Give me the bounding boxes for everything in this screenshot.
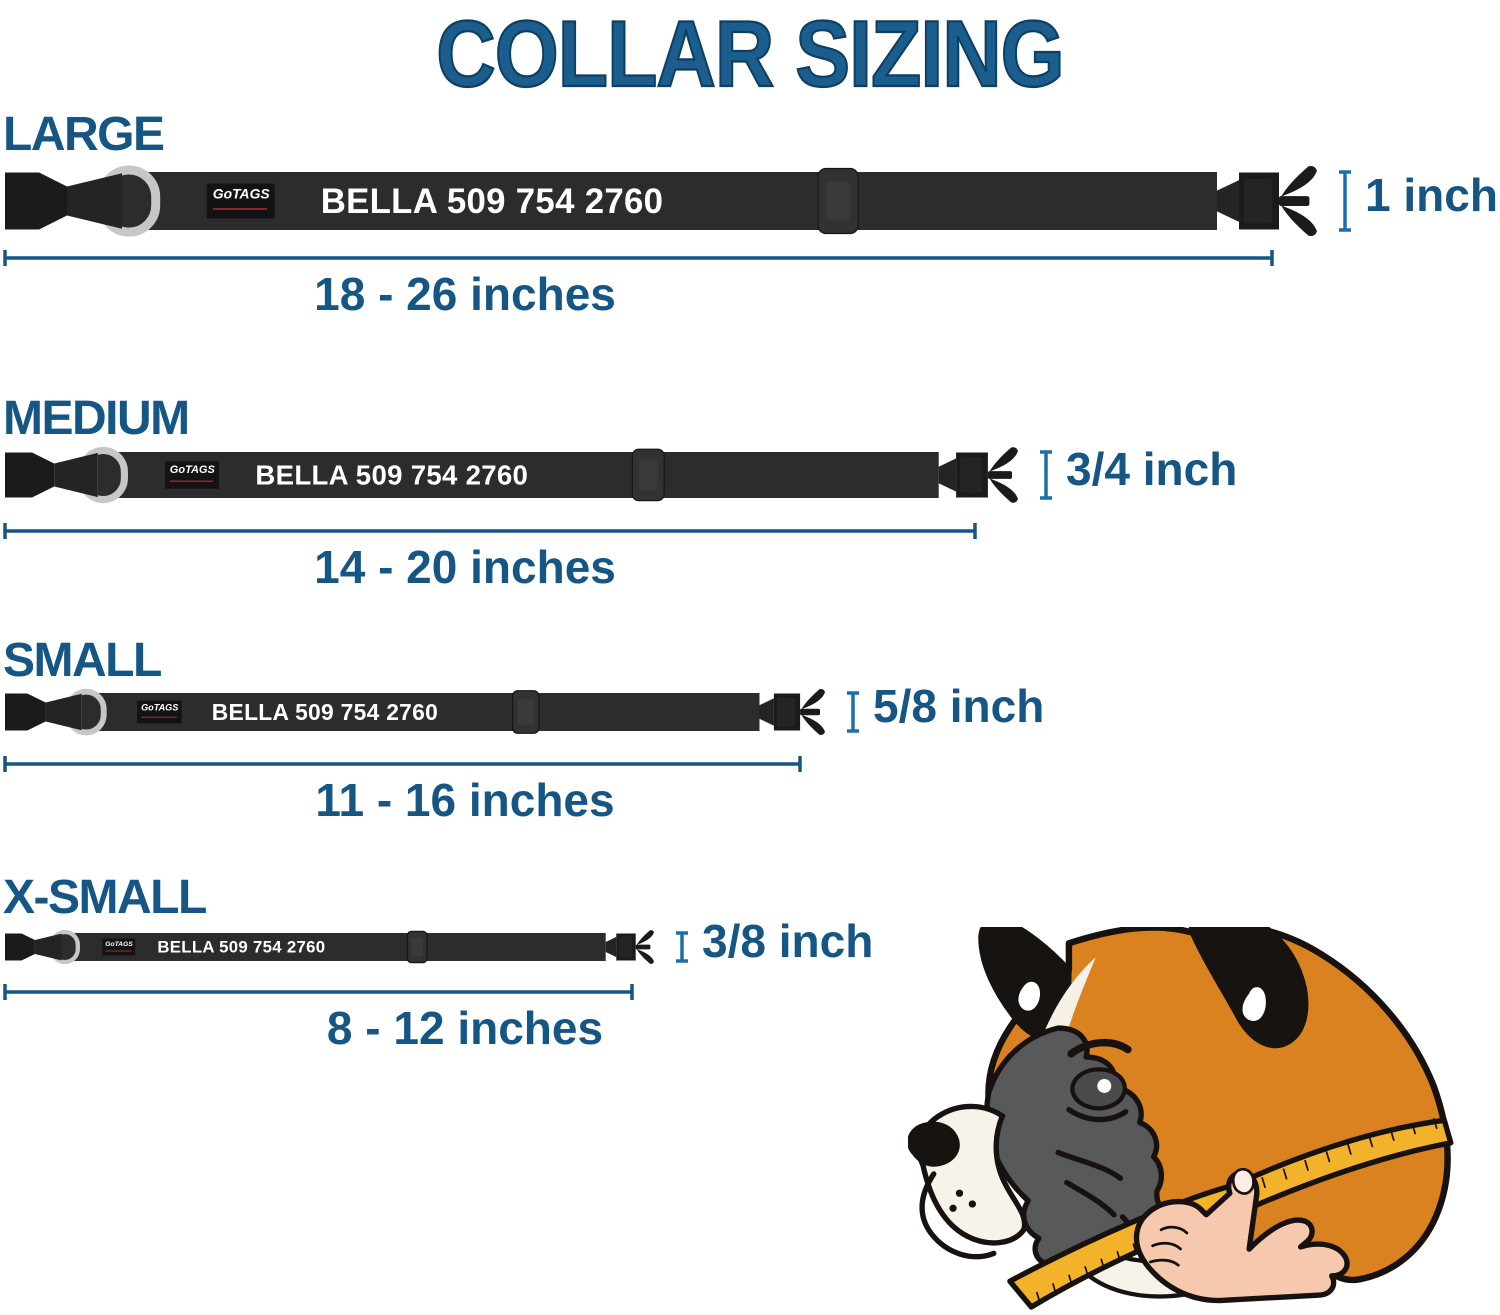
svg-text:GoTAGS: GoTAGS (105, 941, 133, 948)
svg-text:BELLA 509 754 2760: BELLA 509 754 2760 (157, 938, 325, 957)
